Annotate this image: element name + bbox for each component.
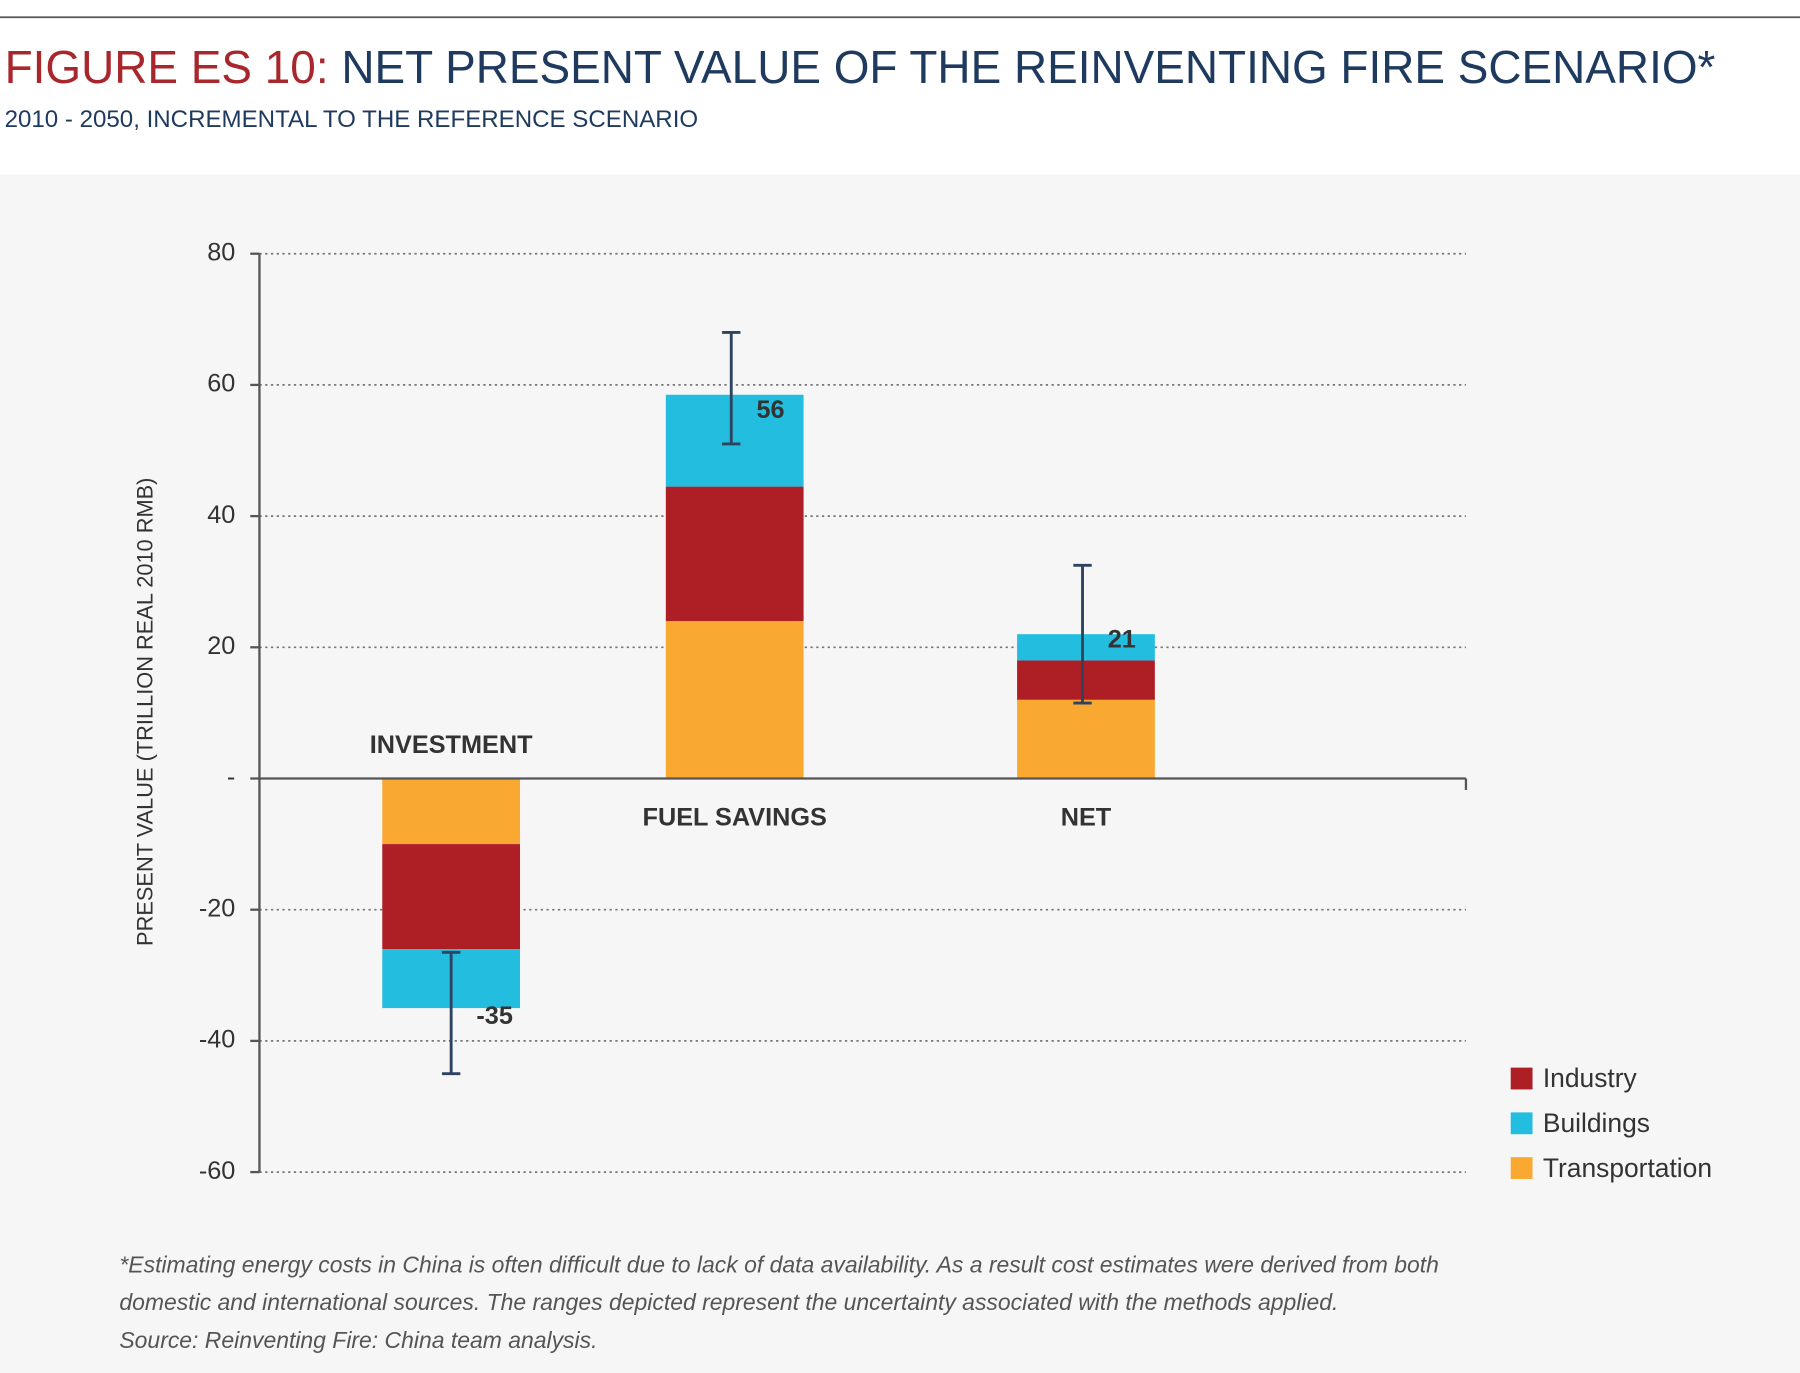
y-tick-label: 20 xyxy=(207,632,235,660)
legend-swatch xyxy=(1510,1157,1533,1179)
y-tick-label: - xyxy=(227,763,235,791)
y-tick-label: 60 xyxy=(207,370,235,398)
y-tick-label: -40 xyxy=(199,1026,236,1054)
error-bar xyxy=(722,331,741,446)
footnote: *Estimating energy costs in China is oft… xyxy=(119,1251,1439,1277)
y-axis-label: PRESENT VALUE (TRILLION REAL 2010 RMB) xyxy=(133,478,158,946)
x-category-label: INVESTMENT xyxy=(370,731,533,759)
x-category-label: FUEL SAVINGS xyxy=(643,803,827,831)
subtitle: 2010 - 2050, INCREMENTAL TO THE REFERENC… xyxy=(5,106,699,133)
y-tick-label: 40 xyxy=(207,501,235,529)
legend-swatch xyxy=(1510,1112,1533,1135)
bar-segment xyxy=(1017,699,1155,779)
x-category-label: NET xyxy=(1061,803,1112,831)
title-text: NET PRESENT VALUE OF THE REINVENTING FIR… xyxy=(341,41,1715,93)
legend-label: Transportation xyxy=(1543,1153,1712,1183)
error-bar xyxy=(441,950,461,1076)
legend-label: Buildings xyxy=(1543,1108,1650,1138)
chart-title: FIGURE ES 10: NET PRESENT VALUE OF THE R… xyxy=(5,41,1716,93)
bar-segment xyxy=(1017,634,1155,661)
panel xyxy=(0,174,1800,1373)
bar-segment xyxy=(665,621,804,779)
error-bar xyxy=(1073,563,1092,705)
bar-segment xyxy=(382,778,521,845)
total-label: 56 xyxy=(757,396,785,424)
footnote: Source: Reinventing Fire: China team ana… xyxy=(119,1327,597,1353)
legend-swatch xyxy=(1510,1067,1533,1090)
y-tick-label: -60 xyxy=(199,1157,236,1185)
bar-segment xyxy=(382,844,521,950)
title-prefix: FIGURE ES 10: xyxy=(5,41,329,93)
bar-segment xyxy=(665,486,804,622)
y-tick-label: 80 xyxy=(207,238,235,266)
y-tick-label: -20 xyxy=(199,894,236,922)
footnote: domestic and international sources. The … xyxy=(119,1289,1338,1315)
total-label: -35 xyxy=(476,1002,513,1030)
total-label: 21 xyxy=(1108,625,1136,653)
bar-segment xyxy=(1017,660,1155,700)
legend-label: Industry xyxy=(1543,1063,1638,1093)
bar-segment xyxy=(665,394,804,487)
